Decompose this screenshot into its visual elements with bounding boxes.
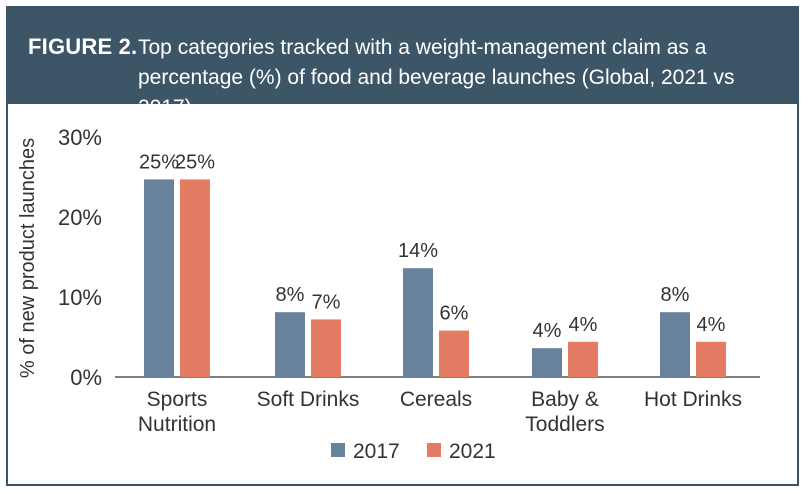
bar-2021: [180, 179, 210, 377]
y-tick-label: 20%: [58, 205, 102, 230]
data-label: 25%: [175, 151, 215, 173]
x-category-label: Baby &: [531, 388, 599, 411]
bar-2017: [275, 312, 305, 377]
legend-swatch: [331, 443, 345, 457]
legend-swatch: [427, 443, 441, 457]
bar-2017: [403, 268, 433, 377]
figure-frame: FIGURE 2. Top categories tracked with a …: [6, 6, 799, 486]
figure-title: Top categories tracked with a weight-man…: [138, 36, 735, 119]
bar-2021: [311, 319, 341, 377]
figure-header: FIGURE 2. Top categories tracked with a …: [8, 8, 797, 119]
data-label: 8%: [276, 284, 305, 306]
bar-2021: [439, 330, 469, 377]
bar-2021: [568, 341, 598, 377]
y-tick-label: 0%: [70, 365, 102, 390]
bar-2017: [144, 179, 174, 377]
legend-label: 2017: [353, 440, 400, 463]
y-axis-label: % of new product launches: [17, 138, 39, 378]
y-tick-label: 30%: [58, 125, 102, 150]
legend-label: 2021: [449, 440, 496, 463]
x-category-label: Toddlers: [525, 413, 604, 436]
x-category-label: Nutrition: [138, 413, 216, 436]
x-category-label: Cereals: [400, 388, 472, 411]
data-label: 7%: [312, 291, 341, 313]
figure-label: FIGURE 2.: [28, 34, 138, 59]
data-label: 4%: [569, 314, 598, 336]
data-label: 8%: [661, 284, 690, 306]
data-label: 14%: [398, 240, 438, 262]
data-label: 4%: [697, 314, 726, 336]
x-category-label: Soft Drinks: [257, 388, 360, 411]
data-label: 6%: [440, 303, 469, 325]
data-label: 25%: [139, 151, 179, 173]
x-category-label: Sports: [147, 388, 208, 411]
data-label: 4%: [533, 320, 562, 342]
bar-2017: [660, 312, 690, 377]
x-category-label: Hot Drinks: [644, 388, 742, 411]
bar-2021: [696, 341, 726, 377]
bar-2017: [532, 348, 562, 377]
y-tick-label: 10%: [58, 285, 102, 310]
